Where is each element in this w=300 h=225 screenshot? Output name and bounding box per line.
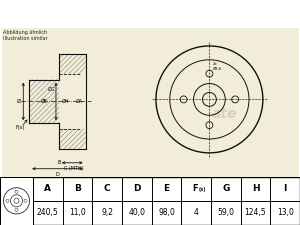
- Text: E: E: [164, 184, 169, 193]
- Text: F: F: [192, 184, 198, 193]
- Text: ate: ate: [212, 107, 237, 121]
- Text: ØG: ØG: [47, 87, 55, 92]
- Text: 9,2: 9,2: [101, 208, 113, 217]
- Text: B: B: [57, 160, 61, 165]
- Text: ØI: ØI: [17, 99, 22, 104]
- Text: 4: 4: [194, 208, 199, 217]
- Text: G: G: [222, 184, 230, 193]
- Bar: [0, 177, 33, 225]
- Text: D: D: [56, 172, 59, 177]
- Text: 11,0: 11,0: [69, 208, 86, 217]
- Text: A: A: [44, 184, 51, 193]
- Text: D: D: [133, 184, 141, 193]
- Text: B: B: [74, 184, 81, 193]
- Text: C (MTH): C (MTH): [64, 166, 84, 171]
- Text: ØH: ØH: [62, 99, 69, 104]
- Text: 240,5: 240,5: [37, 208, 59, 217]
- Text: 2x
Ø8,6: 2x Ø8,6: [212, 62, 222, 71]
- Text: I: I: [284, 184, 287, 193]
- Text: (x): (x): [198, 187, 206, 192]
- Text: ØA: ØA: [76, 99, 83, 104]
- Text: ØE: ØE: [40, 99, 47, 104]
- Text: 59,0: 59,0: [217, 208, 234, 217]
- Text: 98,0: 98,0: [158, 208, 175, 217]
- Text: H: H: [252, 184, 259, 193]
- Text: 40,0: 40,0: [128, 208, 145, 217]
- Text: 24.0111-0149.1    411149: 24.0111-0149.1 411149: [65, 8, 235, 20]
- Text: Abbildung ähnlich
Illustration similar: Abbildung ähnlich Illustration similar: [4, 30, 48, 41]
- Text: 13,0: 13,0: [277, 208, 294, 217]
- Text: F(x): F(x): [15, 125, 25, 130]
- Text: 124,5: 124,5: [245, 208, 266, 217]
- Text: C: C: [104, 184, 110, 193]
